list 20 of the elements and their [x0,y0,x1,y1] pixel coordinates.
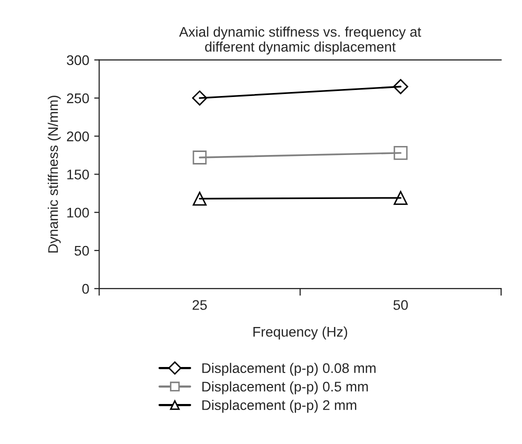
legend-label: Displacement (p-p) 0.08 mm [202,362,376,376]
point [394,190,408,205]
legend-label: Displacement (p-p) 0.5 mm [202,381,368,394]
x-tick-label: 25 [192,300,207,310]
x-axis-title: Frequency (Hz) [253,326,348,340]
y-tick-label: 0 [82,284,89,294]
y-tick-label: 50 [74,246,89,256]
point [192,150,207,164]
point [192,192,207,206]
chart-title: Axial dynamic stiffness vs. frequency at different dynamic displacement [179,26,422,54]
y-tick-label: 250 [66,93,89,104]
point [393,79,408,94]
point [192,90,208,106]
y-tick-label: 300 [66,55,89,66]
legend-label: Displacement (p-p) 2 mm [202,400,356,413]
y-tick-label: 100 [67,208,89,218]
y-tick-label: 200 [66,131,89,142]
y-tick-label: 150 [67,170,89,180]
y-axis-title: Dynamic stiffness (N/mm) [48,96,61,252]
point [394,146,408,160]
